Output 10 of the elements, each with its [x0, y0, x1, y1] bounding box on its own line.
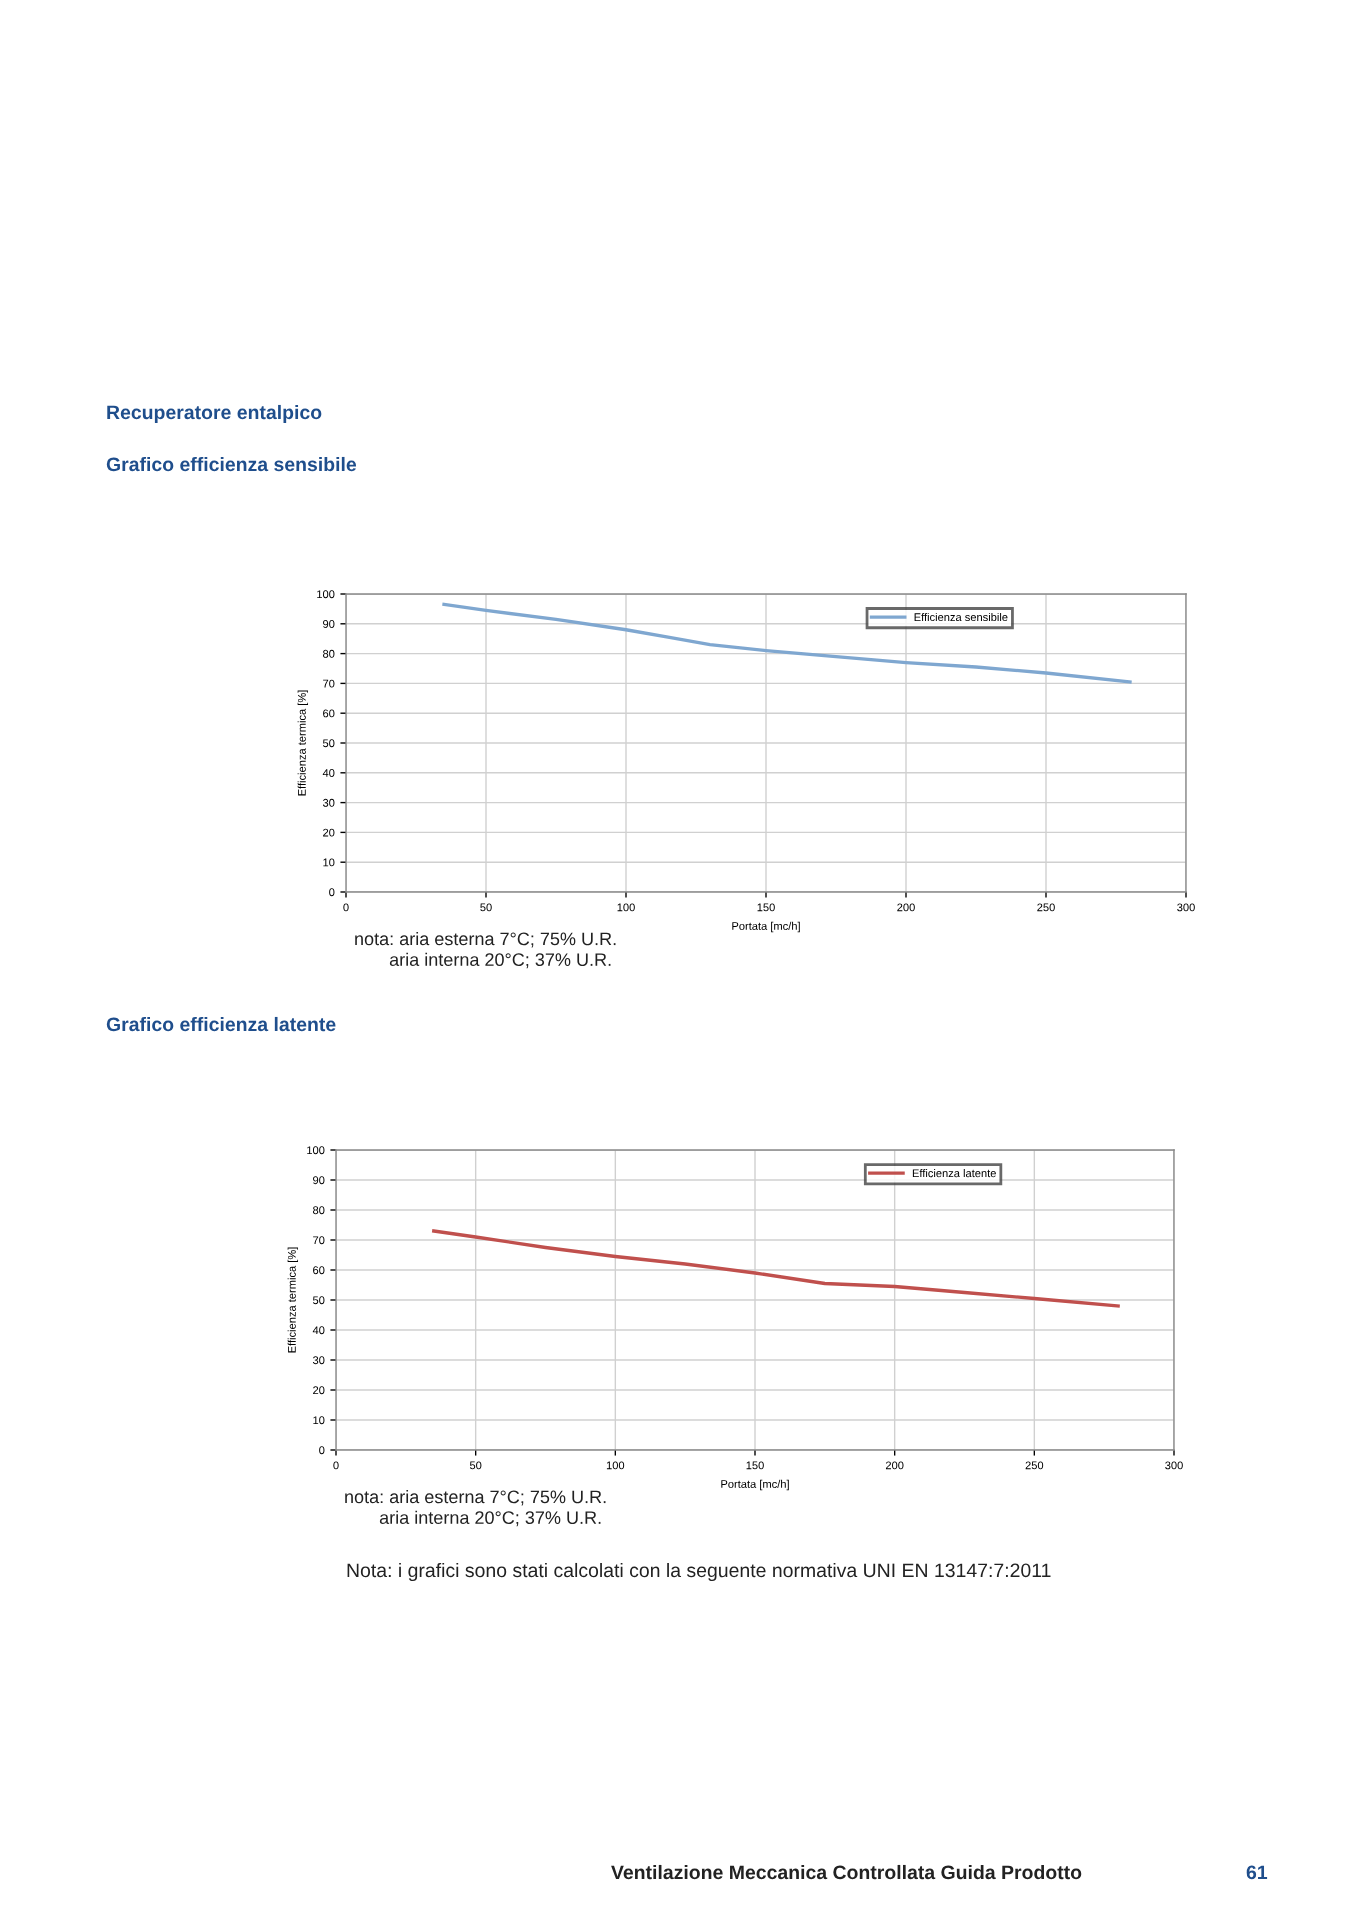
text: Ventilazione Meccanica Controllata Guida Prodotto — [611, 1864, 1082, 1880]
line-series — [442, 602, 1132, 684]
text: Nota: i grafici sono stati calcolati con la seguente normativa UNI EN 13147:7:2011 — [347, 1562, 1051, 1582]
text: nota: aria esterna 7°C; 75% U.R. aria interna 20°C; 37% U.R. — [345, 1490, 606, 1527]
chart-title: Grafico efficienza latente — [106, 1016, 336, 1032]
line-series — [432, 1229, 1120, 1308]
text: nota: aria esterna 7°C; 75% U.R. aria interna 20°C; 37% U.R. — [355, 932, 616, 969]
chart-subtitle: Grafico efficienza sensibile — [106, 456, 357, 472]
chart-title: Recuperatore entalpico — [107, 404, 322, 424]
text: 61 — [1246, 1865, 1268, 1880]
